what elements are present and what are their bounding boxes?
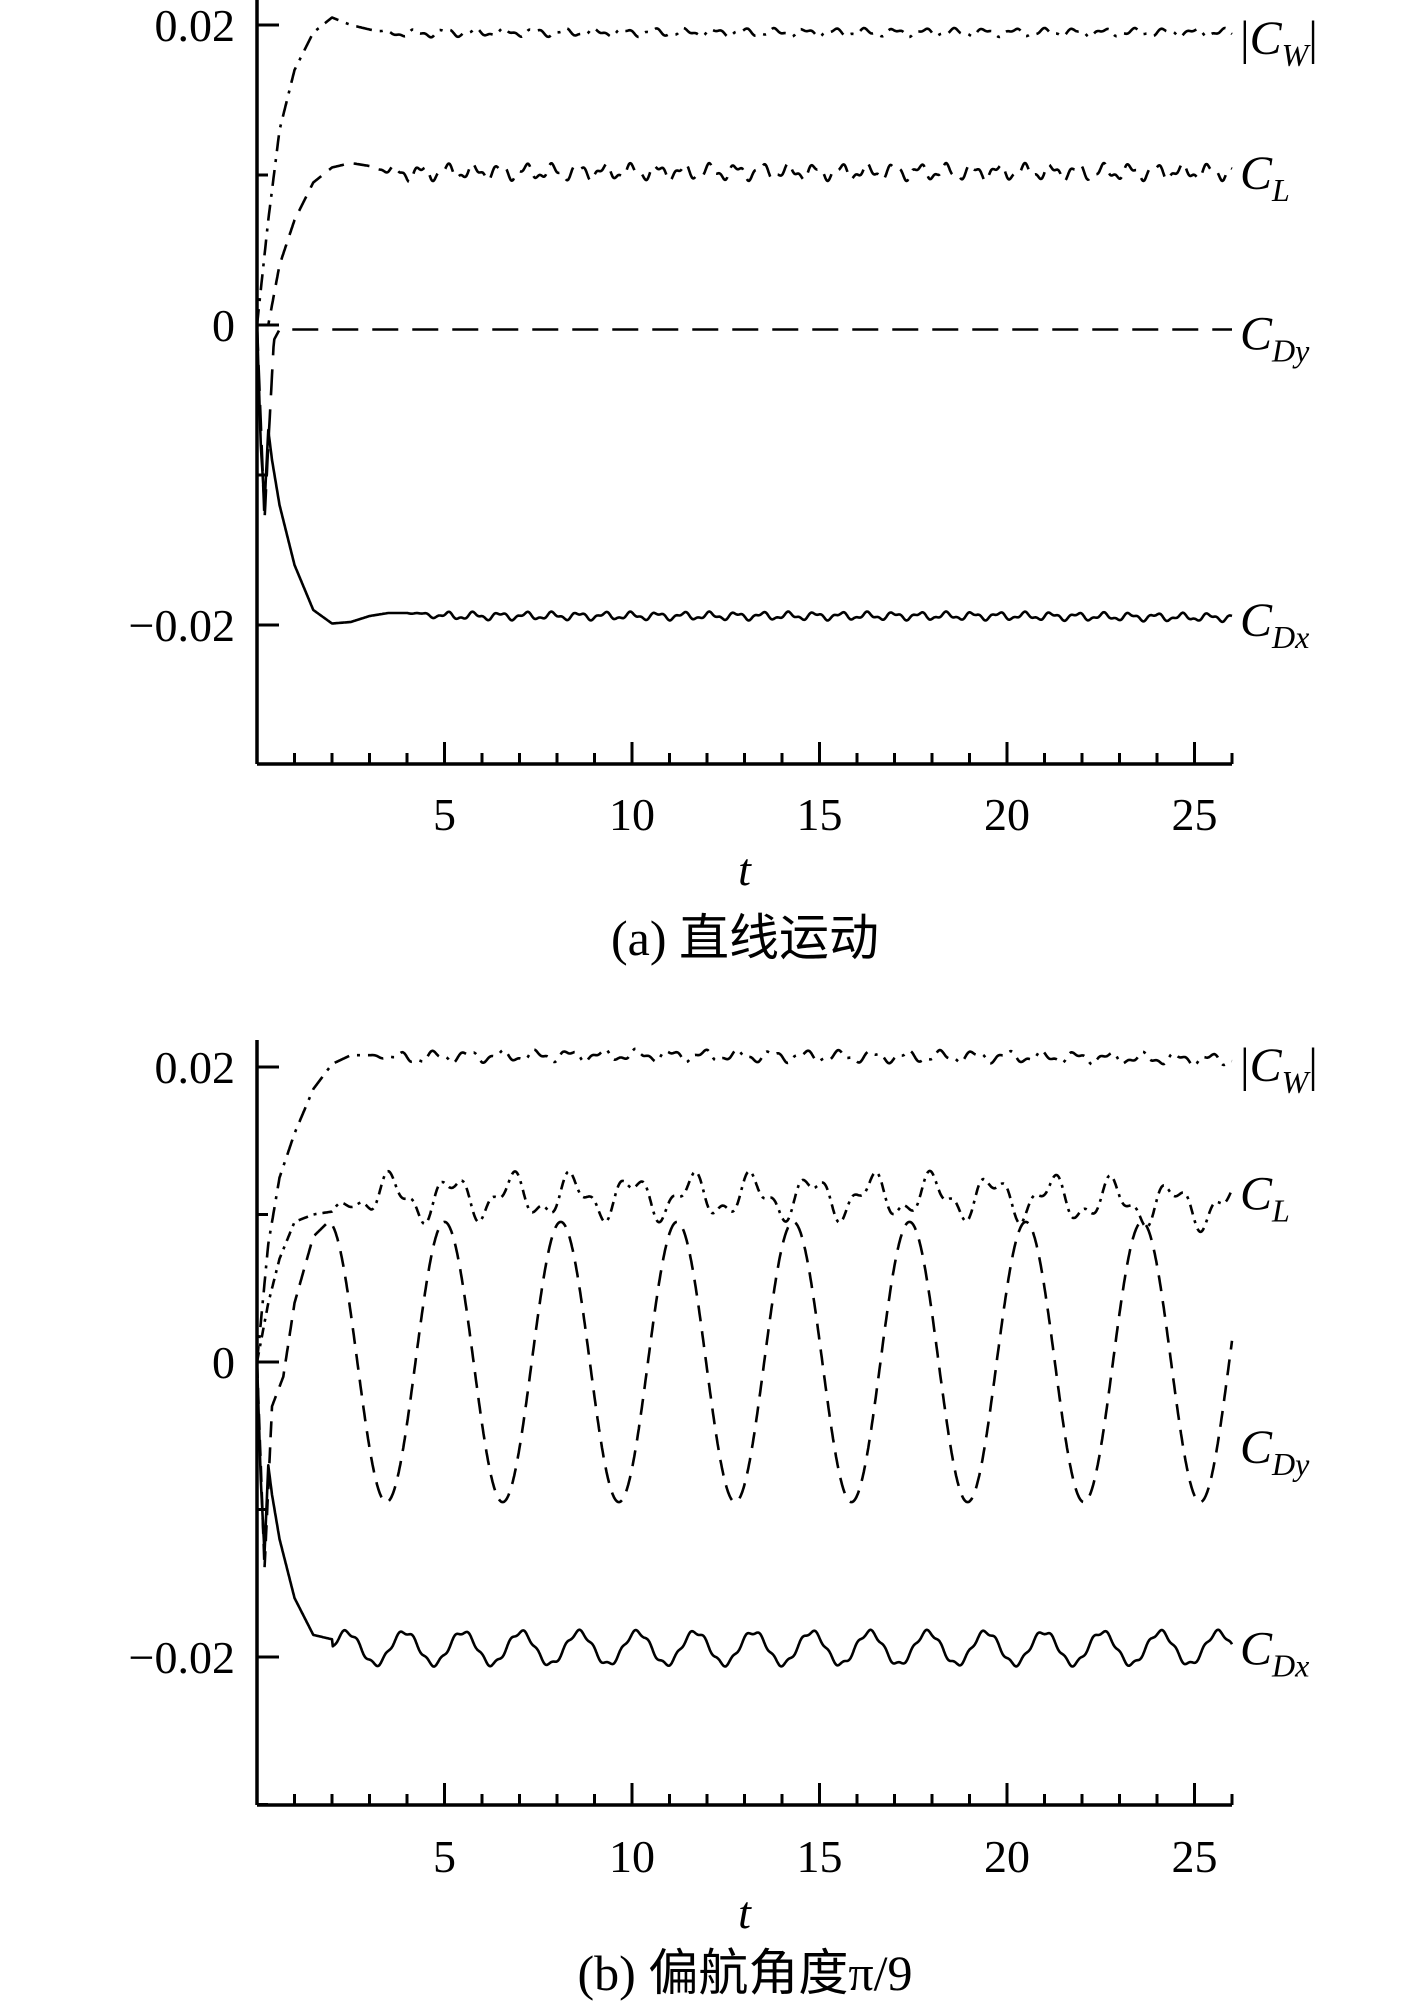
x-axis-title: t <box>738 844 752 895</box>
series-label: CL <box>1240 1168 1290 1229</box>
series-line-cw <box>255 16 1233 326</box>
x-tick-label: 25 <box>1172 1831 1218 1882</box>
y-tick-label: −0.02 <box>129 1632 235 1683</box>
series-line-cdx <box>255 1361 1234 1668</box>
series-line-cdy <box>255 324 1233 522</box>
series-label: CL <box>1240 147 1290 208</box>
x-tick-label: 10 <box>609 789 655 840</box>
y-tick-label: 0.02 <box>155 1042 236 1093</box>
series-line-cw <box>255 1047 1233 1363</box>
y-tick-label: 0.02 <box>155 0 236 51</box>
x-tick-label: 5 <box>433 789 456 840</box>
y-tick-label: 0 <box>212 300 235 351</box>
x-tick-label: 10 <box>609 1831 655 1882</box>
x-tick-label: 20 <box>984 789 1030 840</box>
series-label: |CW| <box>1240 1039 1318 1100</box>
x-tick-label: 20 <box>984 1831 1030 1882</box>
y-tick-label: 0 <box>212 1337 235 1388</box>
x-tick-label: 5 <box>433 1831 456 1882</box>
series-label: CDx <box>1240 1622 1309 1683</box>
series-line-cdy <box>255 1220 1234 1570</box>
panel-caption: (a) 直线运动 <box>611 910 879 966</box>
series-label: CDy <box>1240 308 1310 369</box>
series-line-cl <box>255 1169 1234 1363</box>
x-tick-label: 25 <box>1172 789 1218 840</box>
y-tick-label: −0.02 <box>129 600 235 651</box>
series-label: |CW| <box>1240 12 1318 73</box>
panel-b: 0.02 0 −0.02 5 10 15 20 25 t (b) 偏航角度π/9 |CW| CL CDy… <box>129 1039 1318 2001</box>
series-line-cdx <box>255 324 1233 625</box>
x-axis-title: t <box>738 1887 752 1938</box>
series-line-cl <box>256 161 1233 327</box>
x-tick-label: 15 <box>797 789 843 840</box>
x-tick-label: 15 <box>797 1831 843 1882</box>
series-label: CDy <box>1240 1421 1310 1482</box>
series-label: CDx <box>1240 594 1309 655</box>
panel-caption: (b) 偏航角度π/9 <box>578 1945 913 2001</box>
panel-a: 0.02 0 −0.02 5 10 15 20 25 t (a) 直线运动 |CW| CL CDy CDx <box>129 0 1318 966</box>
